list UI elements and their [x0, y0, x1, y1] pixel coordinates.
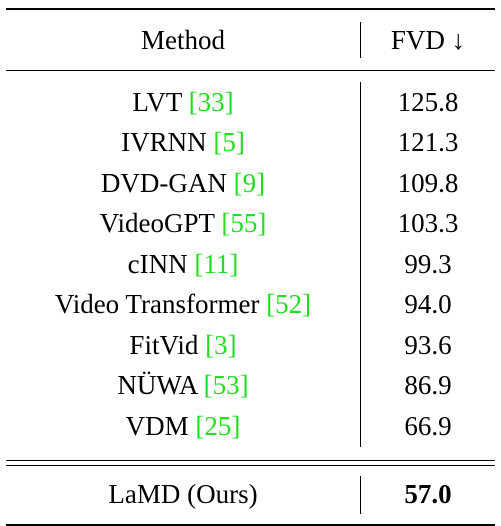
header-method: Method: [141, 24, 225, 55]
method-cell: DVD-GAN [9]: [6, 167, 360, 198]
method-name-ours: LaMD (Ours): [108, 479, 258, 509]
header-rule: [6, 70, 495, 71]
method-cell: FitVid [3]: [6, 329, 360, 360]
table-bottom-rule: [6, 523, 495, 526]
column-separator: [360, 82, 361, 123]
citation-link[interactable]: [9]: [233, 167, 266, 198]
fvd-value: 66.9: [404, 410, 452, 441]
method-cell: NÜWA [53]: [6, 372, 360, 399]
citation-link[interactable]: [3]: [205, 329, 237, 360]
table-row: NÜWA [53] 86.9: [6, 365, 495, 406]
citation-link[interactable]: [52]: [266, 289, 312, 320]
citation-link[interactable]: [11]: [194, 248, 239, 279]
citation-number: 55: [230, 208, 258, 239]
citation-number: 25: [204, 410, 232, 441]
citation-number: 52: [275, 289, 303, 320]
table-row: Video Transformer [52] 94.0: [6, 284, 495, 325]
method-cell: VDM [25]: [6, 410, 360, 441]
method-name: NÜWA: [117, 370, 197, 401]
citation-number: 9: [242, 167, 257, 198]
method-name: VideoGPT: [99, 208, 215, 239]
table-header: Method FVD ↓: [6, 10, 495, 70]
column-separator: [360, 284, 361, 325]
method-cell: cINN [11]: [6, 248, 360, 279]
double-rule-upper: [6, 459, 495, 461]
fvd-value: 93.6: [404, 329, 452, 360]
citation-link[interactable]: [55]: [221, 208, 267, 239]
fvd-value: 94.0: [404, 289, 452, 320]
method-cell: IVRNN [5]: [6, 129, 360, 156]
method-name: cINN: [127, 248, 188, 279]
method-cell: VideoGPT [55]: [6, 210, 360, 237]
citation-number: 53: [212, 370, 240, 401]
citation-number: 33: [197, 86, 225, 117]
citation-link[interactable]: [5]: [213, 127, 245, 158]
method-cell: LVT [33]: [6, 86, 360, 117]
column-separator: [360, 122, 361, 163]
column-separator: [360, 325, 361, 366]
results-table: Method FVD ↓ LVT [33] 125.8 IVRNN [5] 12…: [6, 8, 495, 526]
fvd-value: 99.3: [404, 248, 452, 279]
table-row-ours: LaMD (Ours) 57.0: [6, 466, 495, 524]
table-row: VDM [25] 66.9: [6, 406, 495, 447]
table-row: IVRNN [5] 121.3: [6, 122, 495, 163]
column-separator: [360, 244, 361, 285]
citation-number: 5: [222, 127, 236, 158]
column-separator: [360, 406, 361, 447]
citation-link[interactable]: [33]: [188, 86, 234, 117]
double-rule-lower: [6, 464, 495, 466]
table-top-rule: [6, 8, 495, 10]
citation-number: 3: [214, 329, 228, 360]
citation-link[interactable]: [53]: [203, 370, 249, 401]
method-name: FitVid: [129, 329, 199, 360]
table-body: LVT [33] 125.8 IVRNN [5] 121.3 DVD-GAN […: [6, 71, 495, 460]
method-name: LVT: [132, 86, 182, 117]
fvd-value: 125.8: [397, 86, 459, 117]
fvd-value: 121.3: [397, 127, 459, 158]
fvd-value: 103.3: [397, 208, 459, 239]
fvd-value: 86.9: [404, 370, 452, 401]
column-separator: [360, 203, 361, 244]
method-name: IVRNN: [121, 127, 207, 158]
column-separator: [360, 475, 361, 514]
table-row: cINN [11] 99.3: [6, 244, 495, 285]
method-cell: Video Transformer [52]: [6, 291, 360, 318]
fvd-value-ours: 57.0: [404, 479, 452, 509]
table-row: DVD-GAN [9] 109.8: [6, 163, 495, 204]
column-separator: [360, 22, 361, 58]
method-name: VDM: [125, 410, 189, 441]
header-fvd: FVD ↓: [390, 24, 466, 55]
table-row: VideoGPT [55] 103.3: [6, 203, 495, 244]
method-name: Video Transformer: [54, 289, 260, 320]
column-separator: [360, 163, 361, 204]
citation-link[interactable]: [25]: [195, 410, 241, 441]
fvd-value: 109.8: [397, 167, 459, 198]
column-separator: [360, 365, 361, 406]
method-name: DVD-GAN: [100, 167, 227, 198]
table-row: FitVid [3] 93.6: [6, 325, 495, 366]
table-row: LVT [33] 125.8: [6, 82, 495, 123]
citation-number: 11: [203, 248, 230, 279]
